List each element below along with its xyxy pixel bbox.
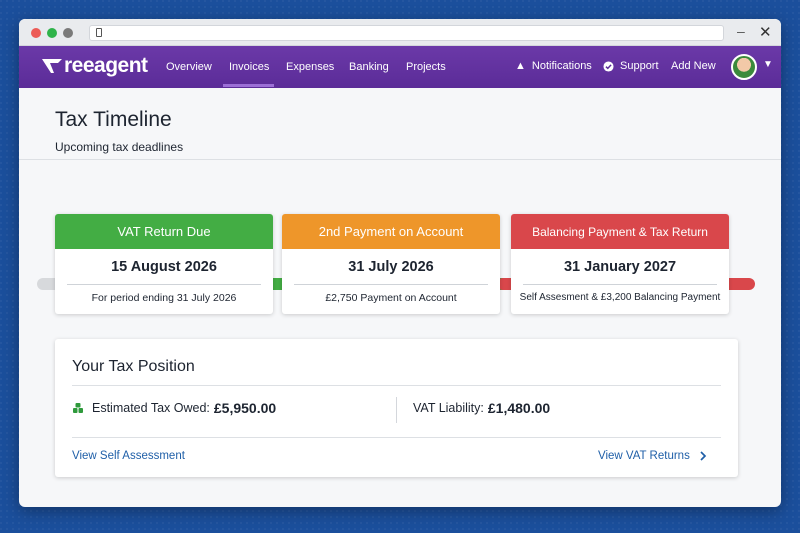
support-label: Support bbox=[620, 60, 659, 72]
nav-overview[interactable]: Overview bbox=[166, 61, 212, 73]
card-divider bbox=[67, 284, 261, 285]
browser-chrome: – ✕ bbox=[19, 19, 781, 46]
avatar[interactable] bbox=[731, 54, 757, 80]
add-new-button[interactable]: Add New bbox=[671, 60, 716, 72]
active-nav-indicator bbox=[223, 84, 274, 87]
nav-projects[interactable]: Projects bbox=[406, 61, 446, 73]
vat-liability: VAT Liability: £1,480.00 bbox=[413, 400, 550, 416]
bell-icon: ▲ bbox=[515, 60, 526, 72]
page-header: Tax Timeline Upcoming tax deadlines bbox=[19, 88, 781, 160]
logo-icon bbox=[42, 59, 62, 73]
close-icon[interactable]: ✕ bbox=[759, 24, 772, 41]
top-navbar: reeagent Overview Invoices Expenses Bank… bbox=[19, 46, 781, 88]
estimated-tax-owed: Estimated Tax Owed: £5,950.00 bbox=[72, 400, 276, 416]
notifications-link[interactable]: ▲ Notifications bbox=[515, 60, 592, 72]
deadline-card-balancing-payment[interactable]: Balancing Payment & Tax Return 31 Januar… bbox=[511, 214, 729, 314]
card-divider bbox=[294, 284, 488, 285]
card-date: 31 July 2026 bbox=[348, 259, 434, 275]
chevron-right-icon bbox=[700, 451, 707, 461]
vat-liability-label: VAT Liability: bbox=[413, 401, 484, 415]
estimated-tax-label: Estimated Tax Owed: bbox=[92, 401, 210, 415]
view-vat-returns-label: View VAT Returns bbox=[598, 450, 690, 462]
page-icon bbox=[96, 28, 102, 37]
card-note: Self Assesment & £3,200 Balancing Paymen… bbox=[519, 292, 721, 303]
logo[interactable]: reeagent bbox=[41, 54, 148, 77]
card-note: £2,750 Payment on Account bbox=[325, 292, 457, 304]
address-bar[interactable] bbox=[89, 25, 724, 41]
support-link[interactable]: Support bbox=[603, 60, 659, 72]
estimated-tax-value: £5,950.00 bbox=[213, 400, 277, 416]
money-icon bbox=[72, 402, 92, 414]
tax-position-panel: Your Tax Position Estimated Tax Owed: £5… bbox=[55, 339, 738, 477]
card-title: 2nd Payment on Account bbox=[282, 214, 500, 249]
maximize-window-dot[interactable] bbox=[63, 28, 73, 38]
vat-liability-value: £1,480.00 bbox=[487, 400, 551, 416]
close-window-dot[interactable] bbox=[31, 28, 41, 38]
chevron-down-icon[interactable]: ▼ bbox=[763, 59, 773, 70]
main-content: Tax Timeline Upcoming tax deadlines VAT … bbox=[19, 88, 781, 507]
card-date: 15 August 2026 bbox=[111, 259, 217, 275]
card-note: For period ending 31 July 2026 bbox=[91, 292, 237, 304]
logo-text: reeagent bbox=[64, 54, 148, 77]
panel-divider bbox=[72, 385, 721, 386]
nav-expenses[interactable]: Expenses bbox=[286, 61, 335, 73]
browser-window: – ✕ reeagent Overview Invoices Expenses … bbox=[19, 19, 781, 507]
view-vat-returns-link[interactable]: View VAT Returns bbox=[598, 450, 707, 462]
card-title: VAT Return Due bbox=[55, 214, 273, 249]
nav-invoices[interactable]: Invoices bbox=[229, 61, 270, 73]
tax-position-title: Your Tax Position bbox=[72, 358, 195, 375]
page-subtitle: Upcoming tax deadlines bbox=[55, 140, 184, 154]
notifications-label: Notifications bbox=[531, 60, 592, 72]
nav-banking[interactable]: Banking bbox=[349, 61, 389, 73]
panel-divider bbox=[72, 437, 721, 438]
add-new-label: Add New bbox=[671, 60, 716, 72]
card-divider bbox=[523, 284, 717, 285]
minimize-icon[interactable]: – bbox=[737, 23, 745, 39]
minimize-window-dot[interactable] bbox=[47, 28, 57, 38]
deadline-card-vat[interactable]: VAT Return Due 15 August 2026 For period… bbox=[55, 214, 273, 314]
card-title: Balancing Payment & Tax Return bbox=[511, 214, 729, 249]
page-title: Tax Timeline bbox=[55, 108, 172, 131]
vertical-divider bbox=[396, 397, 397, 423]
card-date: 31 January 2027 bbox=[563, 259, 677, 275]
check-circle-icon bbox=[603, 60, 614, 72]
deadline-card-payment-on-account[interactable]: 2nd Payment on Account 31 July 2026 £2,7… bbox=[282, 214, 500, 314]
view-self-assessment-link[interactable]: View Self Assessment bbox=[72, 450, 185, 462]
